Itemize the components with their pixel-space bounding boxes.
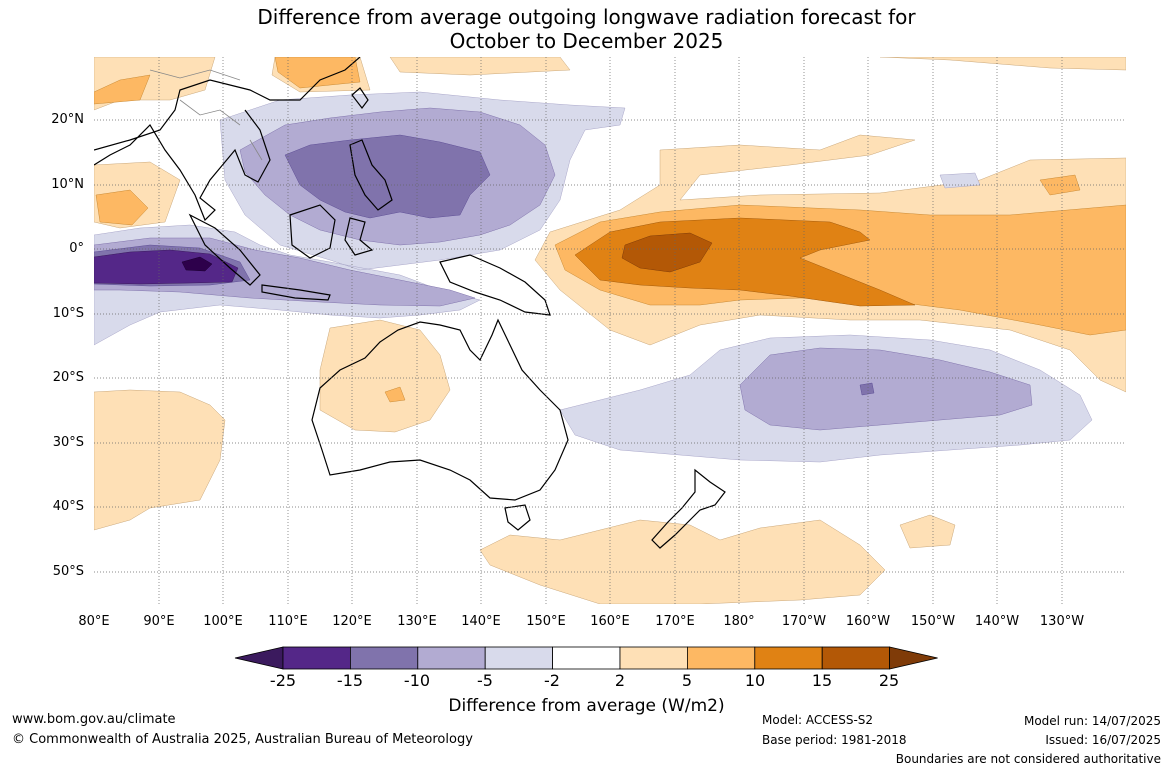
colorbar-label: Difference from average (W/m2) <box>448 696 725 716</box>
lon-label: 160°E <box>590 614 630 629</box>
tasmania-coastline <box>504 504 531 531</box>
lon-label: 140°E <box>461 614 501 629</box>
copyright-text: © Commonwealth of Australia 2025, Austra… <box>12 732 473 747</box>
lon-label: 140°W <box>974 614 1020 629</box>
negative-anomaly-extreme <box>181 256 213 272</box>
colorbar-tick: -15 <box>336 671 364 690</box>
positive-anomaly-medium <box>94 57 1126 403</box>
lon-label: 160°W <box>845 614 891 629</box>
base-period-text: Base period: 1981-2018 <box>762 733 907 747</box>
negative-anomaly-strong <box>94 134 875 396</box>
lon-label: 90°E <box>143 614 175 629</box>
lon-label: 110°E <box>268 614 308 629</box>
lon-label: 150°E <box>526 614 566 629</box>
positive-anomaly-light <box>94 57 1126 604</box>
sulawesi-coastline <box>344 217 374 256</box>
lat-label: 50°S <box>52 564 84 579</box>
lon-label: 80°E <box>78 614 110 629</box>
disclaimer-text: Boundaries are not considered authoritat… <box>895 752 1161 766</box>
graticule <box>94 57 1126 604</box>
model-text: Model: ACCESS-S2 <box>762 713 874 727</box>
positive-anomaly-very-strong <box>621 232 713 273</box>
model-run-text: Model run: 14/07/2025 <box>1023 714 1161 728</box>
mainland-asia-coastline <box>94 57 361 222</box>
lon-label: 130°W <box>1039 614 1085 629</box>
lon-label: 100°E <box>203 614 243 629</box>
java-coastline <box>261 284 331 301</box>
colorbar-tick: -2 <box>544 671 560 690</box>
website-link[interactable]: www.bom.gov.au/climate <box>12 712 176 727</box>
lon-label: 170°W <box>781 614 827 629</box>
lon-label: 150°W <box>910 614 956 629</box>
colorbar-tick: 10 <box>744 671 766 690</box>
lon-label: 120°E <box>332 614 372 629</box>
lat-label: 10°N <box>51 177 84 192</box>
country-boundaries <box>149 69 263 161</box>
map-title-line1: Difference from average outgoing longwav… <box>257 5 916 29</box>
coastlines <box>94 57 726 549</box>
lat-label: 40°S <box>52 499 84 514</box>
map-title-line2: October to December 2025 <box>449 29 724 53</box>
lat-label: 10°S <box>52 306 84 321</box>
australia-coastline <box>311 318 569 501</box>
lon-label: 180° <box>723 614 755 629</box>
colorbar-tick: -10 <box>403 671 431 690</box>
colorbar-tick: 25 <box>878 671 900 690</box>
colorbar-tick: 5 <box>681 671 693 690</box>
lat-label: 0° <box>69 241 84 256</box>
lat-label: 20°S <box>52 370 84 385</box>
japan-coastline <box>351 87 369 109</box>
philippines-coastline <box>349 139 393 211</box>
colorbar-tick: 2 <box>614 671 626 690</box>
borneo-coastline <box>289 204 336 259</box>
colorbar-tick: -25 <box>269 671 297 690</box>
issued-text: Issued: 16/07/2025 <box>1045 733 1161 747</box>
colorbar-tick: 15 <box>811 671 833 690</box>
sumatra-coastline <box>188 213 261 286</box>
colorbar-tick: -5 <box>477 671 493 690</box>
lat-label: 30°S <box>52 435 84 450</box>
lon-label: 170°E <box>655 614 695 629</box>
lat-label: 20°N <box>51 112 84 127</box>
anomaly-fields <box>94 57 1126 604</box>
lon-label: 130°E <box>397 614 437 629</box>
new-guinea-coastline <box>439 254 551 316</box>
